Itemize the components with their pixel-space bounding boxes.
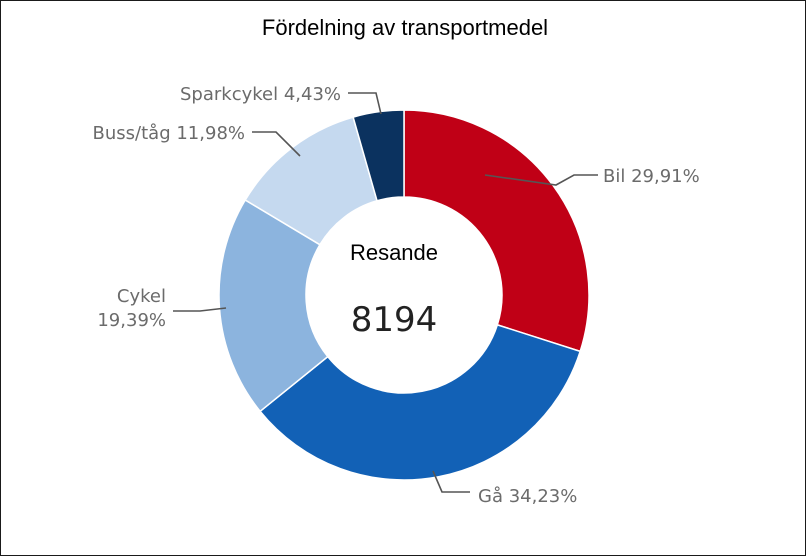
leader-line-ga	[432, 470, 470, 493]
leader-line-sparkcykel	[348, 92, 382, 115]
slices-group	[218, 109, 590, 481]
leader-lines-group	[173, 92, 598, 493]
leader-line-bil	[484, 174, 598, 186]
slice-ga	[259, 323, 582, 481]
slice-cykel	[218, 198, 329, 413]
center-label: Resande	[350, 240, 438, 265]
slice-label-buss-tag: Buss/tåg 11,98%	[93, 123, 245, 144]
slice-sparkcykel	[352, 109, 405, 202]
leader-line-buss-tag	[252, 131, 301, 157]
slice-label-ga: Gå 34,23%	[478, 486, 577, 507]
slice-label-cykel-2: 19,39%	[97, 310, 166, 331]
slice-labels-group: Bil 29,91% Gå 34,23% Cykel 19,39% Buss/tåg 1…	[93, 84, 700, 507]
slice-label-cykel-1: Cykel	[117, 286, 166, 307]
chart-title: Fördelning av transportmedel	[262, 15, 548, 40]
slice-bil	[403, 109, 590, 353]
center-value: 8194	[351, 300, 438, 340]
slice-label-sparkcykel: Sparkcykel 4,43%	[180, 84, 341, 105]
slice-label-bil: Bil 29,91%	[603, 166, 700, 187]
leader-line-cykel	[173, 307, 227, 312]
